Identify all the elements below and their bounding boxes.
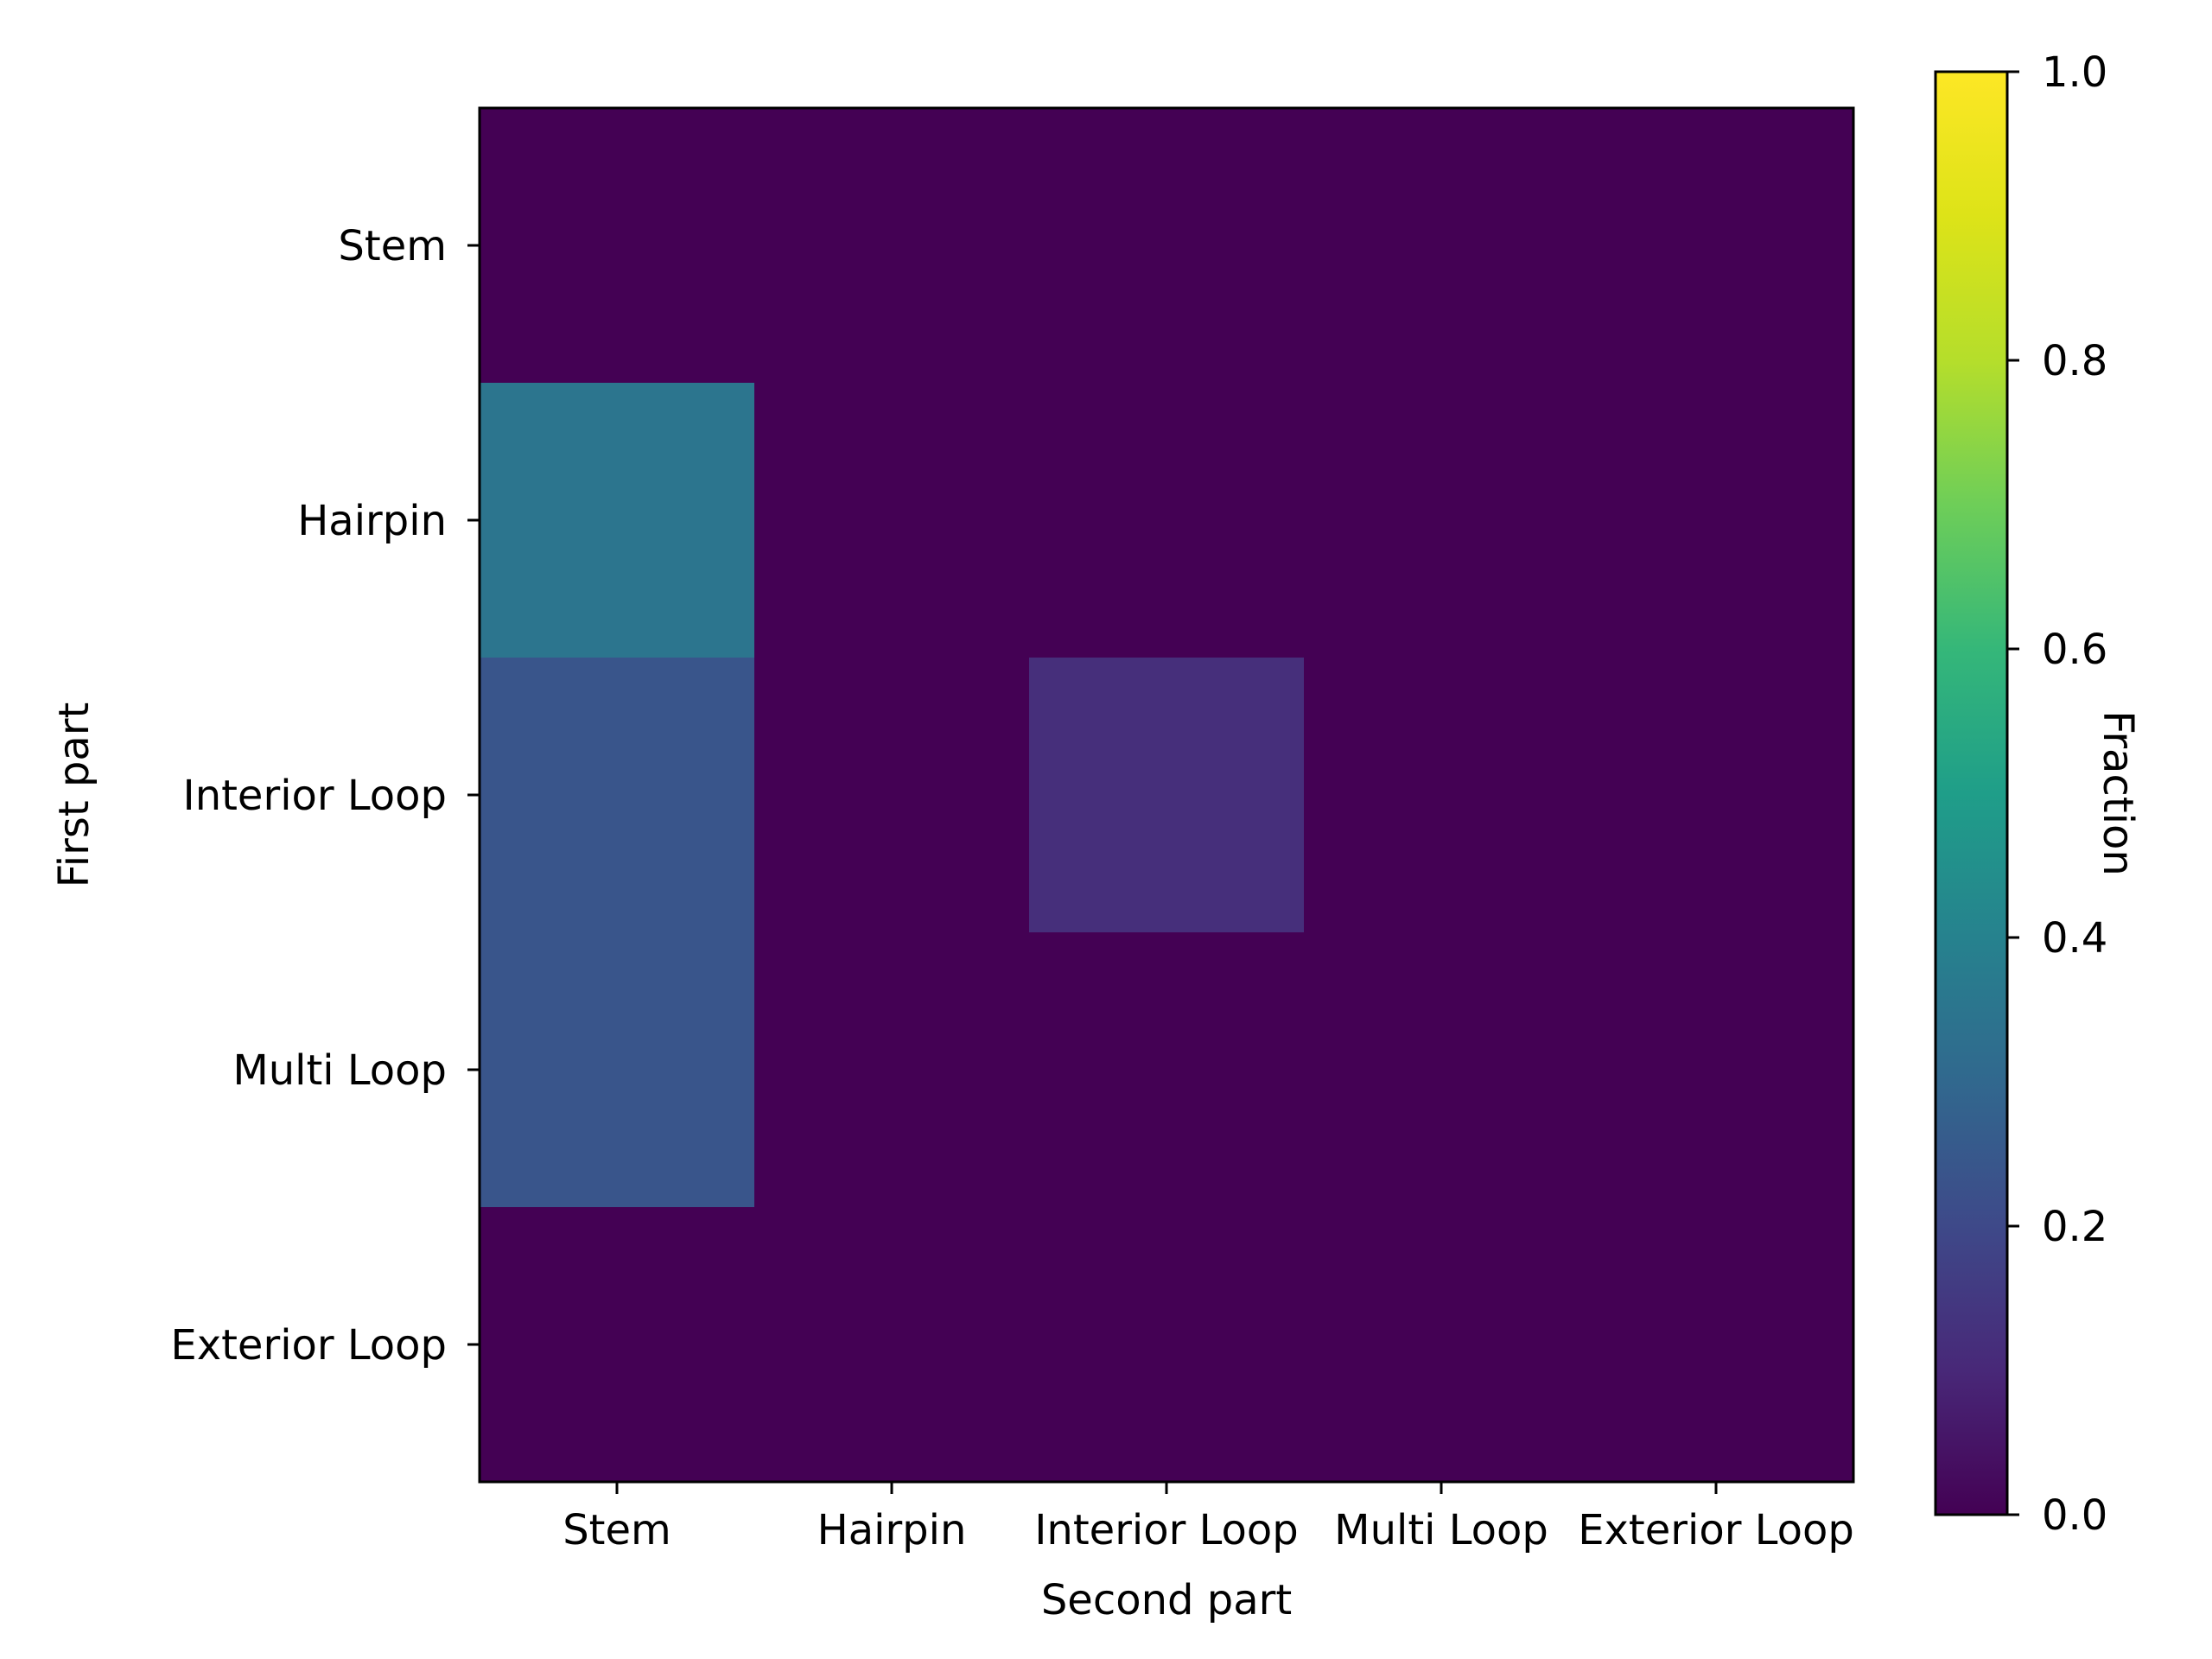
- x-axis-label: Second part: [1041, 1576, 1292, 1624]
- heatmap-cell: [1304, 1207, 1580, 1483]
- heatmap-cell: [1029, 383, 1305, 658]
- heatmap-cell: [754, 658, 1030, 933]
- heatmap-cell: [1579, 108, 1854, 384]
- heatmap-cell: [480, 1207, 755, 1483]
- y-tick-label: Exterior Loop: [170, 1321, 447, 1370]
- heatmap-cell: [1579, 1207, 1854, 1483]
- y-tick-label: Multi Loop: [232, 1046, 447, 1095]
- heatmap-cell: [480, 383, 755, 658]
- heatmap-cell: [1579, 383, 1854, 658]
- colorbar-tick-label: 0.2: [2042, 1203, 2107, 1251]
- heatmap-cell: [1029, 932, 1305, 1208]
- heatmap-cell: [480, 108, 755, 384]
- colorbar-ticks: 0.0 0.2 0.4 0.6 0.8 1.0: [2007, 48, 2107, 1540]
- heatmap-cell: [754, 1207, 1030, 1483]
- heatmap-cell: [1029, 658, 1305, 933]
- heatmap-cell: [1304, 658, 1580, 933]
- colorbar-tick-label: 0.4: [2042, 914, 2107, 963]
- colorbar-tick-label: 1.0: [2042, 48, 2107, 97]
- heatmap-cell: [480, 932, 755, 1208]
- y-tick-label: Hairpin: [297, 497, 447, 545]
- heatmap-cells: [480, 108, 1854, 1483]
- heatmap-cell: [480, 658, 755, 933]
- x-tick-label: Multi Loop: [1334, 1506, 1548, 1554]
- heatmap-cell: [754, 383, 1030, 658]
- colorbar: [1934, 70, 2009, 1516]
- heatmap-cell: [754, 932, 1030, 1208]
- x-tick-label: Interior Loop: [1034, 1506, 1298, 1554]
- heatmap-cell: [1029, 108, 1305, 384]
- y-axis-label: First part: [50, 702, 99, 888]
- colorbar-tick-label: 0.8: [2042, 337, 2107, 385]
- y-tick-label: Stem: [338, 222, 447, 270]
- colorbar-tick-label: 0.6: [2042, 626, 2107, 674]
- x-tick-label: Hairpin: [817, 1506, 967, 1554]
- heatmap-cell: [1579, 658, 1854, 933]
- colorbar-tick-label: 0.0: [2042, 1491, 2107, 1540]
- heatmap-cell: [1304, 932, 1580, 1208]
- heatmap-cell: [1029, 1207, 1305, 1483]
- x-tick-label: Exterior Loop: [1578, 1506, 1854, 1554]
- heatmap-cell: [1304, 108, 1580, 384]
- heatmap-cell: [1304, 383, 1580, 658]
- heatmap-cell: [754, 108, 1030, 384]
- y-axis: Stem Hairpin Interior Loop Multi Loop Exteri…: [170, 222, 480, 1370]
- y-tick-label: Interior Loop: [183, 772, 447, 820]
- x-tick-label: Stem: [563, 1506, 671, 1554]
- x-axis: Stem Hairpin Interior Loop Multi Loop Exteri…: [563, 1482, 1854, 1554]
- heatmap-cell: [1579, 932, 1854, 1208]
- colorbar-label: Fraction: [2094, 710, 2142, 876]
